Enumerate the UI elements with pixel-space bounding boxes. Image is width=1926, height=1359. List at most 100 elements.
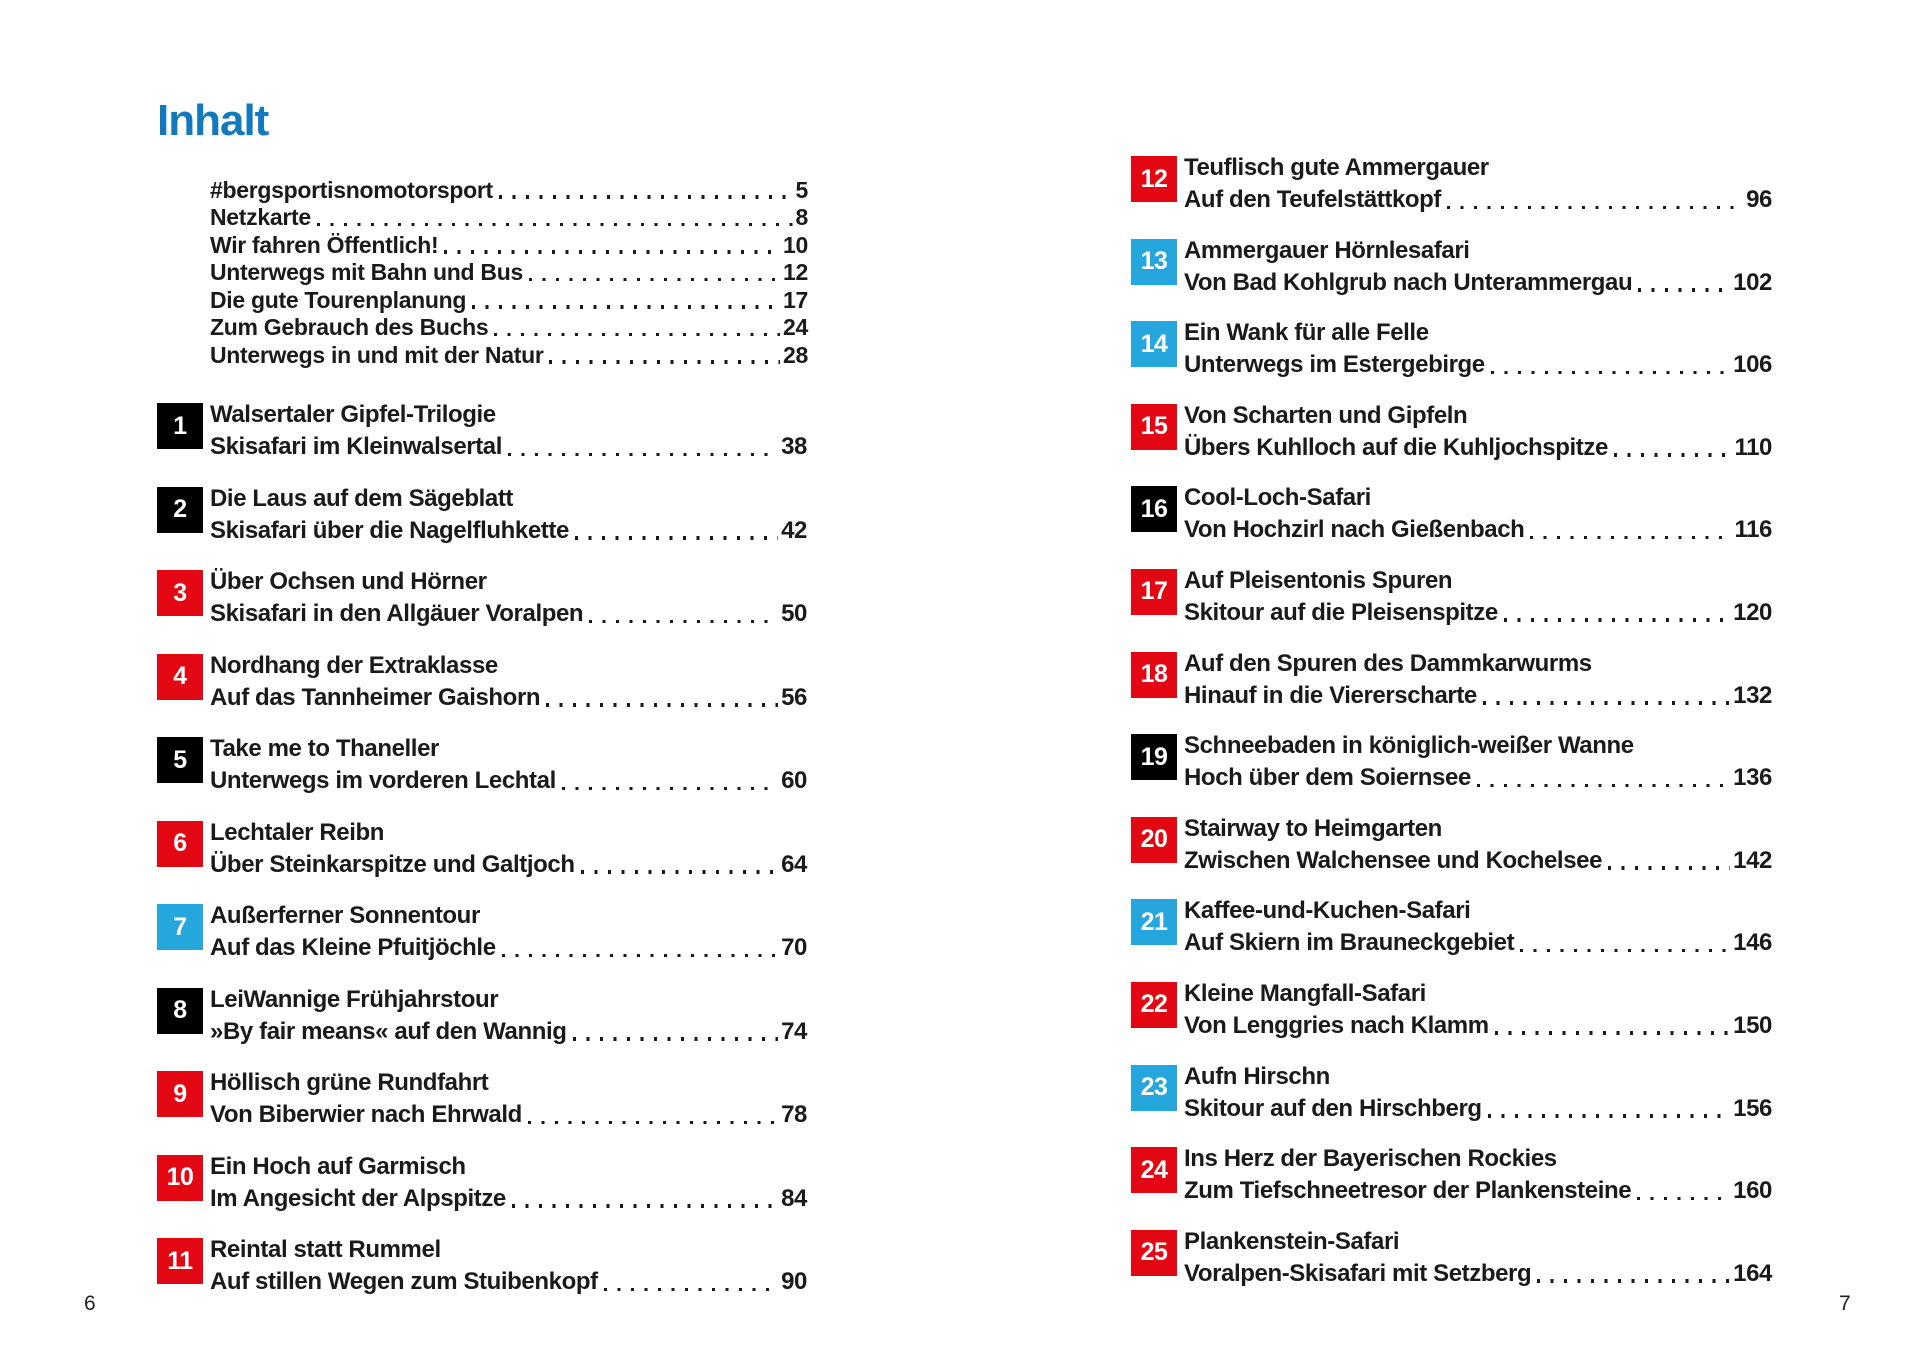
entry-title: Ins Herz der Bayerischen Rockies [1184, 1145, 1557, 1173]
entry-body: Aufn Hirschn Skitour auf den Hirschberg … [1184, 1062, 1772, 1123]
entry-subtitle-row: Unterwegs im Estergebirge 106 [1184, 348, 1772, 379]
entry-page-number: 60 [781, 767, 807, 794]
entry-subtitle-row: Hoch über dem Soiernsee 136 [1184, 761, 1772, 792]
entry-number-badge: 19 [1131, 734, 1177, 781]
intro-item: #bergsportisnomotorsport 5 [210, 176, 808, 204]
entry-page-number: 106 [1733, 351, 1772, 379]
intro-item-label: Die gute Tourenplanung [210, 286, 467, 313]
entry-number-badge: 16 [1131, 486, 1177, 533]
entry-subtitle: Zum Tiefschneetresor der Plankensteine [1184, 1177, 1632, 1205]
entry-subtitle-row: Skitour auf den Hirschberg 156 [1184, 1092, 1772, 1123]
entry-subtitle: Skisafari über die Nagelfluhkette [210, 516, 569, 544]
intro-item-label: Unterwegs in und mit der Natur [210, 341, 544, 368]
entry-title: Auf den Spuren des Dammkarwurms [1184, 649, 1592, 677]
dot-leader [546, 703, 779, 707]
dot-leader [472, 305, 781, 309]
toc-entry: 18 Auf den Spuren des Dammkarwurms Hinau… [1131, 649, 1772, 710]
entry-number-badge: 14 [1131, 321, 1177, 368]
entry-page-number: 42 [781, 516, 807, 544]
entry-subtitle-row: Auf Skiern im Brauneckgebiet 146 [1184, 926, 1772, 957]
entry-subtitle: Voralpen-Skisafari mit Setzberg [1184, 1259, 1532, 1287]
intro-item: Unterwegs mit Bahn und Bus 12 [210, 259, 808, 287]
entry-body: Stairway to Heimgarten Zwischen Walchens… [1184, 814, 1772, 875]
entry-subtitle-row: »By fair means« auf den Wannig 74 [210, 1015, 807, 1046]
intro-item-label: Netzkarte [210, 204, 311, 230]
entry-title: Walsertaler Gipfel-Trilogie [210, 401, 496, 428]
toc-entry: 7 Außerferner Sonnentour Auf das Kleine … [157, 901, 807, 962]
entry-body: Ein Wank für alle Felle Unterwegs im Est… [1184, 318, 1772, 379]
dot-leader [1503, 618, 1731, 622]
intro-page-number: 12 [783, 259, 808, 285]
intro-page-number: 28 [783, 341, 808, 368]
entry-title: Von Scharten und Gipfeln [1184, 401, 1468, 429]
entry-body: Von Scharten und Gipfeln Übers Kuhlloch … [1184, 401, 1772, 462]
toc-entry: 4 Nordhang der Extraklasse Auf das Tannh… [157, 651, 807, 712]
entry-subtitle: Hinauf in die Viererscharte [1184, 681, 1477, 709]
entry-number-badge: 18 [1131, 651, 1177, 698]
dot-leader [501, 953, 779, 957]
entry-subtitle-row: Auf stillen Wegen zum Stuibenkopf 90 [210, 1265, 807, 1296]
entry-body: Reintal statt Rummel Auf stillen Wegen z… [210, 1235, 807, 1296]
entry-subtitle-row: Von Bad Kohlgrub nach Unterammergau 102 [1184, 266, 1772, 297]
entry-number-badge: 20 [1131, 816, 1177, 863]
entry-page-number: 142 [1733, 846, 1772, 874]
entry-subtitle-row: Voralpen-Skisafari mit Setzberg 164 [1184, 1257, 1772, 1288]
entry-page-number: 164 [1733, 1259, 1772, 1287]
entry-page-number: 102 [1733, 268, 1772, 296]
entry-subtitle: Auf Skiern im Brauneckgebiet [1184, 929, 1515, 957]
entry-number-badge: 13 [1131, 238, 1177, 285]
entry-number-badge: 7 [157, 904, 203, 950]
dot-leader [1520, 948, 1731, 953]
entry-body: Ammergauer Hörnlesafari Von Bad Kohlgrub… [1184, 236, 1772, 297]
intro-item: Die gute Tourenplanung 17 [210, 286, 808, 314]
entry-number-badge: 15 [1131, 403, 1177, 450]
toc-entry: 16 Cool-Loch-Safari Von Hochzirl nach Gi… [1131, 483, 1772, 544]
toc-entry: 11 Reintal statt Rummel Auf stillen Wege… [157, 1235, 807, 1296]
toc-entry: 2 Die Laus auf dem Sägeblatt Skisafari ü… [157, 484, 807, 545]
entry-title: Höllisch grüne Rundfahrt [210, 1069, 489, 1096]
entry-subtitle-row: Über Steinkarspitze und Galtjoch 64 [210, 848, 807, 879]
toc-entry: 3 Über Ochsen und Hörner Skisafari in de… [157, 567, 807, 628]
entry-subtitle-row: Skitour auf die Pleisenspitze 120 [1184, 596, 1772, 627]
entry-title: Außerferner Sonnentour [210, 902, 480, 929]
entry-subtitle: Von Bad Kohlgrub nach Unterammergau [1184, 268, 1633, 296]
entry-page-number: 116 [1734, 516, 1772, 544]
dot-leader [1447, 205, 1744, 209]
toc-entry: 8 LeiWannige Frühjahrstour »By fair mean… [157, 985, 807, 1046]
entry-number-badge: 2 [157, 486, 203, 533]
entry-subtitle: Auf den Teufelstättkopf [1184, 186, 1442, 213]
toc-entry: 23 Aufn Hirschn Skitour auf den Hirschbe… [1131, 1062, 1772, 1123]
entry-page-number: 38 [781, 433, 807, 460]
entry-subtitle-row: Von Hochzirl nach Gießenbach 116 [1184, 513, 1772, 544]
entry-body: Kaffee-und-Kuchen-Safari Auf Skiern im B… [1184, 896, 1772, 957]
entry-title: LeiWannige Frühjahrstour [210, 985, 499, 1013]
intro-page-number: 17 [783, 286, 808, 313]
intro-item: Zum Gebrauch des Buchs 24 [210, 314, 808, 342]
entry-title: Schneebaden in königlich-weißer Wanne [1184, 732, 1634, 760]
entry-body: Schneebaden in königlich-weißer Wanne Ho… [1184, 731, 1772, 792]
entry-body: Höllisch grüne Rundfahrt Von Biberwier n… [210, 1068, 807, 1129]
entry-page-number: 74 [781, 1017, 807, 1045]
toc-entry: 1 Walsertaler Gipfel-Trilogie Skisafari … [157, 400, 807, 461]
entry-subtitle-row: Skisafari im Kleinwalsertal 38 [210, 430, 807, 461]
dot-leader [511, 1204, 779, 1208]
intro-item: Wir fahren Öffentlich! 10 [210, 231, 808, 259]
entry-title: Die Laus auf dem Sägeblatt [210, 484, 514, 512]
entry-number-badge: 21 [1131, 899, 1177, 946]
entry-body: Teuflisch gute Ammergauer Auf den Teufel… [1184, 153, 1772, 214]
toc-entry: 22 Kleine Mangfall-Safari Von Lenggries … [1131, 979, 1772, 1040]
entry-body: Die Laus auf dem Sägeblatt Skisafari übe… [210, 484, 807, 545]
entry-title: Reintal statt Rummel [210, 1236, 441, 1263]
intro-page-number: 10 [783, 231, 808, 258]
dot-leader [1482, 701, 1731, 705]
dot-leader [1530, 535, 1732, 540]
intro-item-label: #bergsportisnomotorsport [210, 176, 493, 203]
toc-entry: 13 Ammergauer Hörnlesafari Von Bad Kohlg… [1131, 236, 1772, 297]
dot-leader [1608, 866, 1731, 870]
entry-page-number: 156 [1733, 1094, 1772, 1122]
intro-item-label: Wir fahren Öffentlich! [210, 231, 439, 258]
entry-number-badge: 17 [1131, 568, 1177, 615]
entry-subtitle: Von Hochzirl nach Gießenbach [1184, 516, 1525, 544]
folio-left: 6 [84, 1292, 96, 1315]
entry-subtitle: »By fair means« auf den Wannig [210, 1017, 567, 1045]
